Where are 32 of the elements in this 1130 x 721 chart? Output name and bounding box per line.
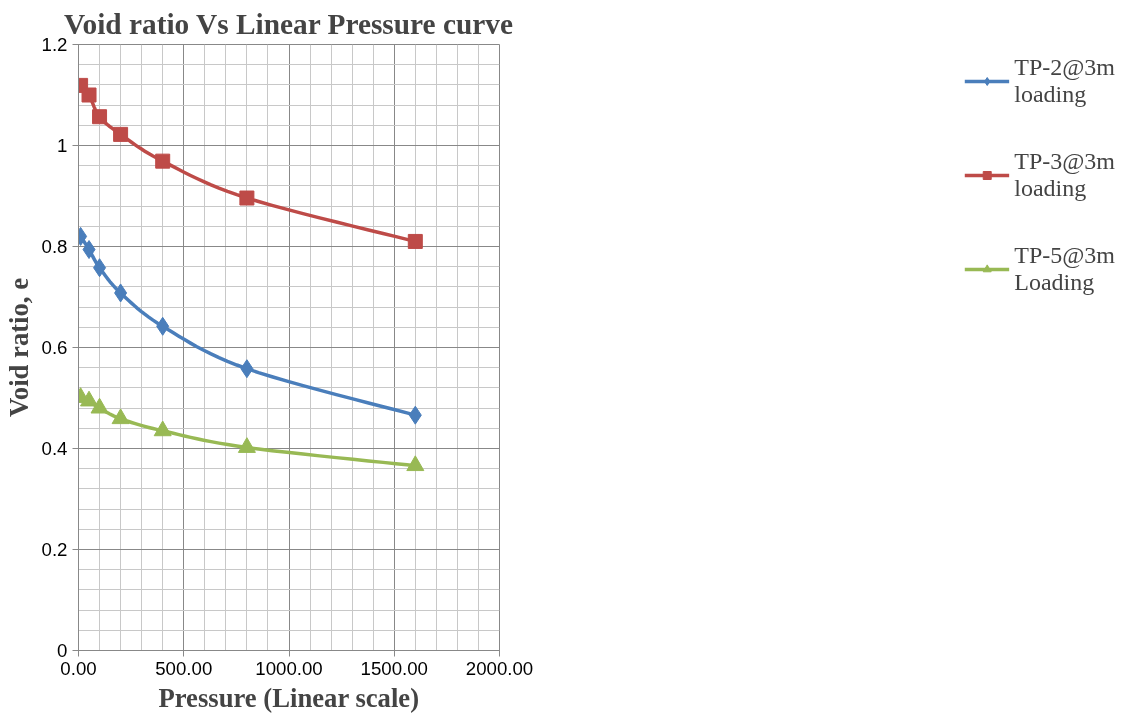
x-tick-label: 1000.00: [255, 657, 323, 679]
y-tick-label: 0.2: [41, 539, 68, 560]
point: [153, 420, 172, 437]
point: [407, 233, 423, 249]
point: [113, 126, 129, 142]
point: [239, 190, 255, 206]
x-tick-label: 1500.00: [360, 657, 428, 679]
point: [82, 240, 96, 260]
point: [81, 87, 97, 103]
y-tick-label: 1.2: [41, 34, 68, 55]
point: [111, 408, 130, 425]
point: [90, 397, 109, 414]
legend-label: TP-3@3m loading: [1014, 148, 1115, 202]
y-tick-label: 0.6: [41, 337, 68, 358]
y-tick-label: 1: [57, 135, 68, 156]
y-tick-label: 0.4: [41, 438, 68, 459]
point: [408, 405, 422, 425]
y-axis-title: Void ratio, e: [3, 277, 34, 417]
x-tick-label: 500.00: [155, 657, 213, 679]
point: [406, 455, 425, 472]
point: [237, 437, 256, 453]
point: [93, 258, 107, 278]
point: [92, 109, 108, 125]
y-tick-label: 0.8: [41, 236, 68, 257]
point: [240, 359, 254, 379]
legend-label: TP-2@3m loading: [1014, 54, 1115, 108]
legend-label: TP-5@3m Loading: [1014, 242, 1115, 296]
point: [155, 153, 171, 169]
point: [114, 283, 128, 303]
point: [156, 316, 170, 336]
x-tick-label: 2000.00: [465, 657, 534, 679]
x-axis-title: Pressure (Linear scale): [158, 682, 420, 713]
